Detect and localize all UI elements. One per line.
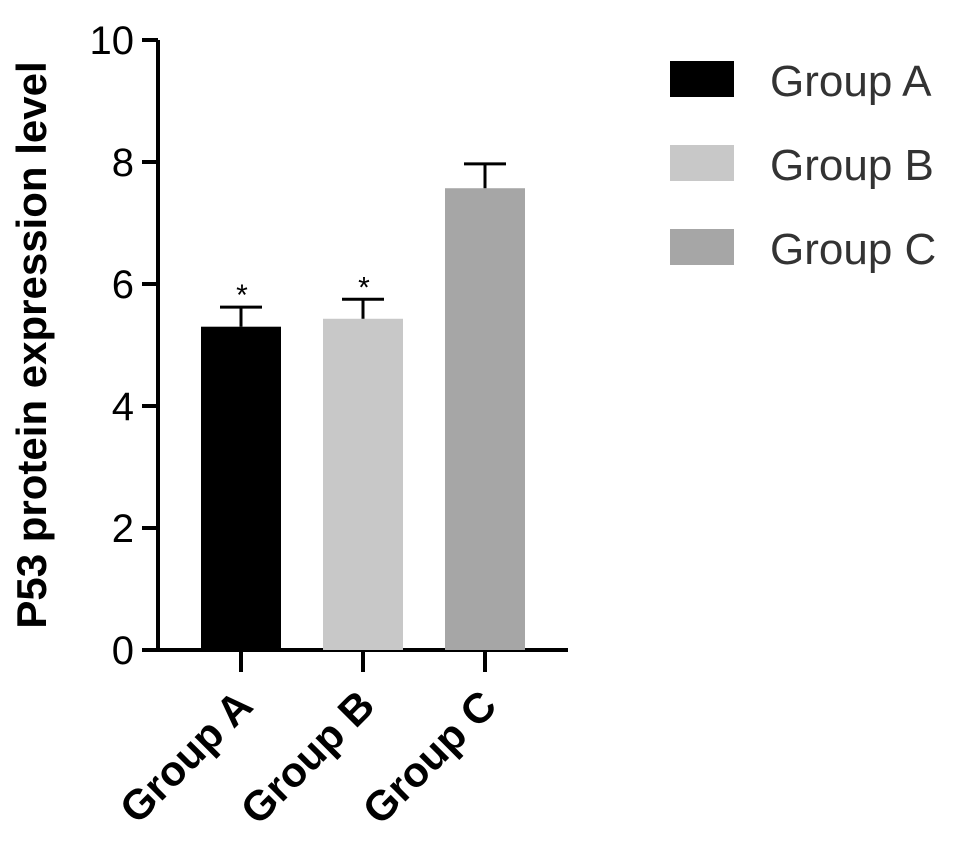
- bar: [323, 318, 403, 650]
- significance-marker: *: [236, 279, 248, 312]
- x-category-label: Group B: [231, 681, 383, 833]
- y-tick-label: 0: [112, 629, 134, 673]
- bars: * *: [201, 162, 525, 651]
- y-tick-label: 8: [112, 141, 134, 185]
- bar: [201, 326, 281, 650]
- significance-marker: *: [358, 271, 370, 304]
- y-axis-title: P53 protein expression level: [8, 61, 55, 628]
- legend-label: Group A: [770, 57, 932, 106]
- y-tick-label: 4: [112, 385, 134, 429]
- y-tick-label: 6: [112, 263, 134, 307]
- legend: Group A Group B Group C: [670, 57, 936, 274]
- x-category-label: Group C: [353, 681, 505, 833]
- legend-label: Group C: [770, 225, 936, 274]
- x-category-label: Group A: [110, 681, 261, 832]
- bar: [445, 188, 525, 651]
- y-tick-label: 10: [90, 19, 135, 63]
- y-tick-label: 2: [112, 507, 134, 551]
- legend-swatch: [670, 229, 734, 265]
- legend-swatch: [670, 145, 734, 181]
- legend-swatch: [670, 61, 734, 97]
- y-axis-ticks: 0 2 4 6 8 10: [90, 19, 158, 673]
- legend-label: Group B: [770, 141, 934, 190]
